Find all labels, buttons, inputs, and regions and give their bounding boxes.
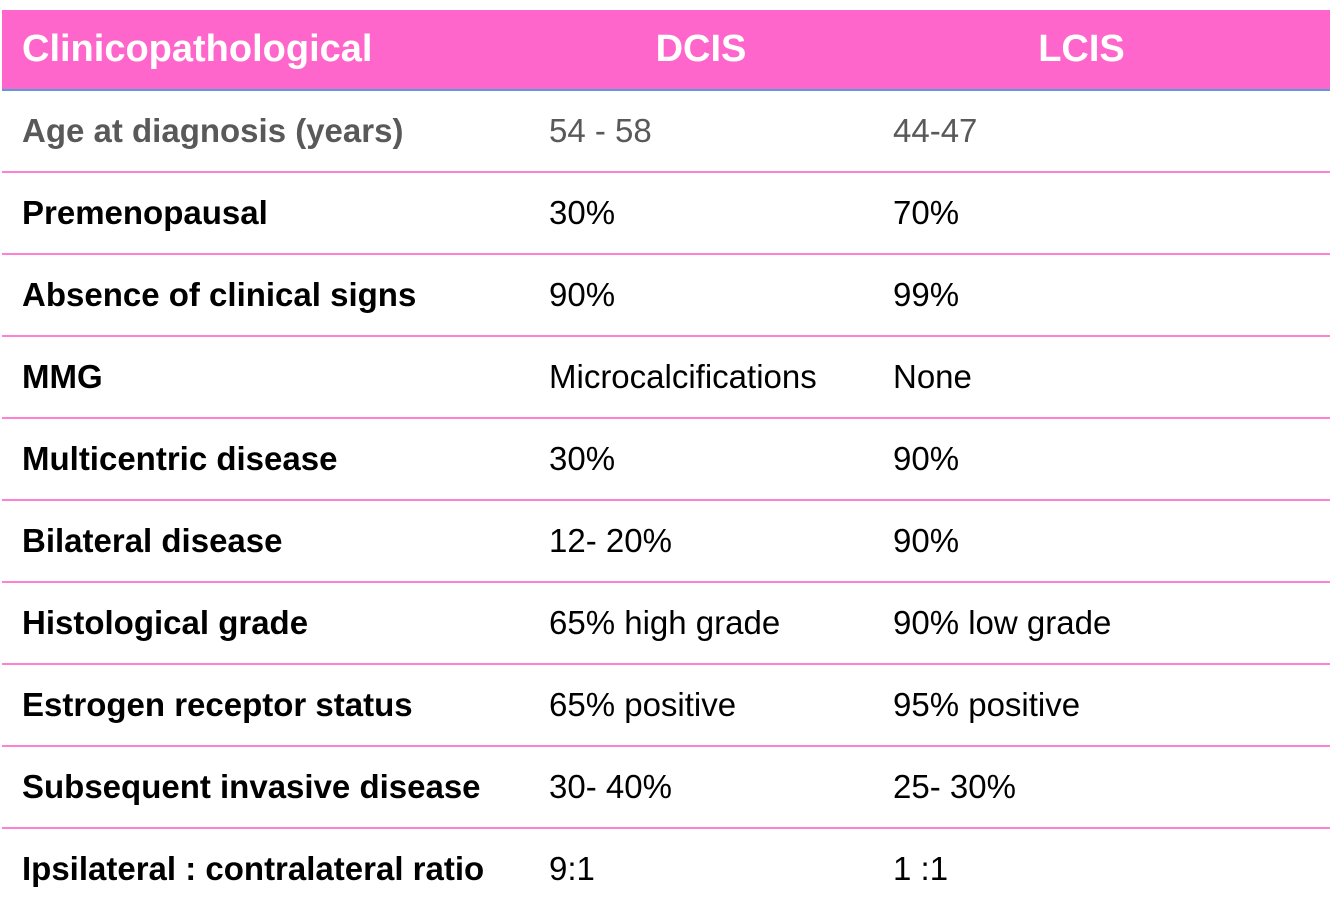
- header-lcis: LCIS: [1038, 28, 1125, 70]
- table-row: Age at diagnosis (years) 54 - 58 44-47: [2, 91, 1330, 173]
- row-label: Absence of clinical signs: [22, 276, 417, 313]
- dcis-value: 30- 40%: [549, 768, 672, 805]
- table-row: Premenopausal 30% 70%: [2, 173, 1330, 255]
- header-clinicopathological: Clinicopathological: [22, 28, 373, 70]
- dcis-value: 65% positive: [549, 686, 737, 723]
- dcis-value: 65% high grade: [549, 604, 781, 641]
- lcis-value: 70%: [893, 194, 960, 231]
- lcis-value: 90%: [893, 440, 960, 477]
- lcis-value: 95% positive: [893, 686, 1081, 723]
- table-row: Absence of clinical signs 90% 99%: [2, 255, 1330, 337]
- table-row: Histological grade 65% high grade 90% lo…: [2, 583, 1330, 665]
- row-label: Premenopausal: [22, 194, 268, 231]
- lcis-value: 90% low grade: [893, 604, 1112, 641]
- lcis-value: 44-47: [893, 112, 978, 149]
- row-label: Histological grade: [22, 604, 309, 641]
- header-dcis: DCIS: [655, 28, 747, 70]
- table-row: Estrogen receptor status 65% positive 95…: [2, 665, 1330, 747]
- dcis-value: 9:1: [549, 850, 595, 887]
- dcis-value: 30%: [549, 194, 616, 231]
- lcis-value: None: [893, 358, 972, 395]
- row-label: Bilateral disease: [22, 522, 283, 559]
- lcis-value: 90%: [893, 522, 960, 559]
- row-label: Age at diagnosis (years): [22, 112, 404, 149]
- row-label: MMG: [22, 358, 103, 395]
- dcis-value: 12- 20%: [549, 522, 672, 559]
- lcis-value: 99%: [893, 276, 960, 313]
- table-row: MMG Microcalcifications None: [2, 337, 1330, 419]
- table-row: Subsequent invasive disease 30- 40% 25- …: [2, 747, 1330, 829]
- lcis-value: 25- 30%: [893, 768, 1016, 805]
- row-label: Estrogen receptor status: [22, 686, 413, 723]
- table-header: Clinicopathological DCIS LCIS: [2, 10, 1330, 91]
- table-row: Ipsilateral : contralateral ratio 9:1 1 …: [2, 829, 1330, 909]
- dcis-value: 30%: [549, 440, 616, 477]
- dcis-value: 90%: [549, 276, 616, 313]
- comparison-table: Clinicopathological DCIS LCIS Age at dia…: [2, 10, 1330, 909]
- row-label: Ipsilateral : contralateral ratio: [22, 850, 485, 887]
- dcis-value: 54 - 58: [549, 112, 652, 149]
- row-label: Subsequent invasive disease: [22, 768, 481, 805]
- table-row: Multicentric disease 30% 90%: [2, 419, 1330, 501]
- dcis-value: Microcalcifications: [549, 358, 817, 395]
- table-row: Bilateral disease 12- 20% 90%: [2, 501, 1330, 583]
- row-label: Multicentric disease: [22, 440, 338, 477]
- lcis-value: 1 :1: [893, 850, 949, 887]
